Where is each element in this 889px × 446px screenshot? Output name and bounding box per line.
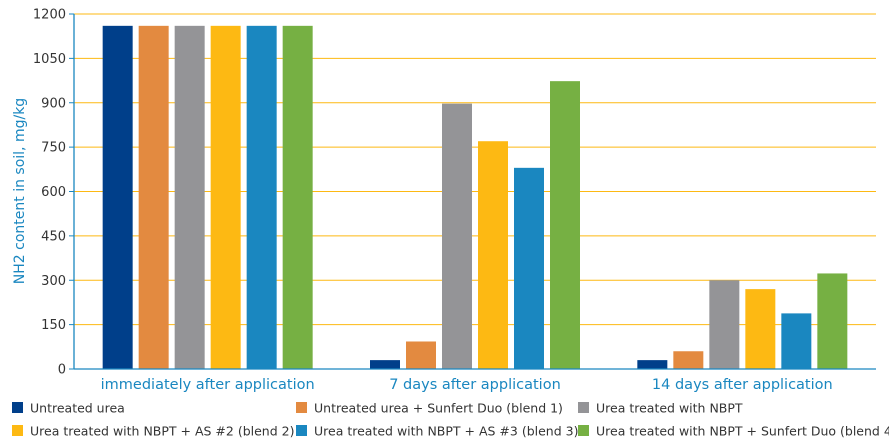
legend-swatch — [296, 425, 307, 436]
axes — [73, 14, 876, 370]
bar — [817, 273, 848, 369]
legend-swatch — [12, 402, 23, 413]
y-tick-label: 450 — [41, 229, 66, 244]
legend-swatch — [578, 402, 589, 413]
gridlines — [69, 13, 876, 370]
bar — [745, 289, 776, 369]
legend-label: Untreated urea + Sunfert Duo (blend 1) — [314, 401, 563, 416]
legend-swatch — [296, 402, 307, 413]
bar — [637, 360, 668, 369]
bar — [282, 25, 313, 369]
bar — [709, 280, 740, 369]
bar — [210, 25, 241, 369]
legend-swatch — [578, 425, 589, 436]
y-tick-label: 1200 — [33, 8, 66, 23]
y-tick-label: 0 — [58, 363, 66, 378]
y-tick-label: 750 — [41, 141, 66, 156]
bar — [102, 25, 133, 369]
bars — [102, 25, 848, 369]
legend-label: Urea treated with NBPT + AS #2 (blend 2) — [30, 424, 294, 439]
bar — [370, 360, 400, 369]
bar — [442, 103, 472, 369]
legend-label: Urea treated with NBPT — [596, 401, 743, 416]
y-axis-title: NH2 content in soil, mg/kg — [12, 98, 28, 284]
category-labels: immediately after application 7 days afte… — [101, 377, 833, 393]
y-tick-label: 900 — [41, 96, 66, 111]
legend-label: Untreated urea — [30, 401, 125, 416]
bar — [138, 25, 169, 369]
bar — [246, 25, 277, 369]
bar — [514, 167, 544, 369]
y-tick-labels: 0 150 300 450 600 750 900 1050 1200 — [33, 8, 66, 378]
y-tick-label: 300 — [41, 274, 66, 289]
y-tick-label: 150 — [41, 318, 66, 333]
y-tick-label: 600 — [41, 185, 66, 200]
bar — [781, 313, 812, 369]
bar — [673, 351, 704, 369]
x-category-label: 7 days after application — [389, 377, 561, 393]
legend-swatch — [12, 425, 23, 436]
legend: Untreated urea Untreated urea + Sunfert D… — [12, 401, 889, 439]
y-tick-label: 1050 — [33, 52, 66, 67]
bar — [406, 341, 436, 369]
legend-label: Urea treated with NBPT + Sunfert Duo (bl… — [596, 424, 889, 439]
legend-label: Urea treated with NBPT + AS #3 (blend 3) — [314, 424, 578, 439]
bar — [174, 25, 205, 369]
x-category-label: immediately after application — [101, 377, 315, 393]
bar — [478, 141, 508, 369]
x-category-label: 14 days after application — [652, 377, 833, 393]
bar — [550, 81, 580, 369]
